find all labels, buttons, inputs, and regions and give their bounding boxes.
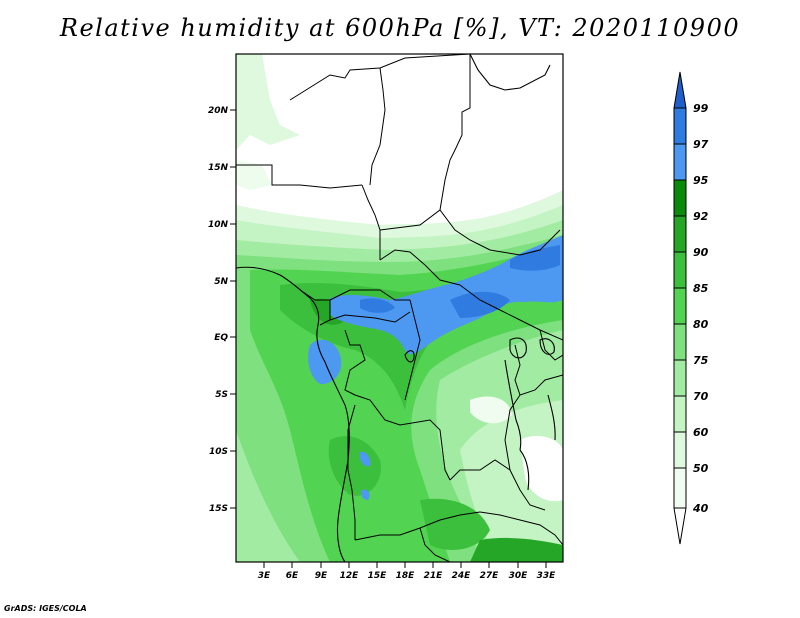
lon-label-18e: 18E	[396, 571, 416, 581]
colorbar-label: 95	[693, 174, 709, 187]
lon-label-24e: 24E	[452, 571, 472, 581]
coastline	[236, 54, 556, 562]
colorbar-label: 70	[693, 390, 709, 403]
colorbar-segment	[673, 359, 687, 397]
lon-label-3e: 3E	[258, 571, 271, 581]
colorbar-segment	[673, 179, 687, 217]
colorbar-label: 99	[693, 102, 709, 115]
lon-label-12e: 12E	[340, 571, 360, 581]
colorbar-segment	[673, 431, 687, 469]
colorbar-label: 40	[692, 502, 709, 515]
colorbar-label: 80	[693, 318, 709, 331]
colorbar: 99 97 95 92 90 85 80 75 70 60 50 40	[673, 71, 709, 545]
lon-label-27e: 27E	[480, 571, 500, 581]
lat-label-10s: 10S	[209, 447, 228, 457]
humidity-shading	[236, 54, 563, 562]
colorbar-segment	[673, 287, 687, 325]
lat-label-15s: 15S	[209, 504, 228, 514]
colorbar-label: 90	[693, 246, 709, 259]
lon-label-33e: 33E	[537, 571, 557, 581]
colorbar-label: 92	[693, 210, 709, 223]
colorbar-segment	[673, 323, 687, 361]
colorbar-segment	[673, 467, 687, 509]
lon-label-30e: 30E	[509, 571, 529, 581]
colorbar-segment	[673, 395, 687, 433]
lat-label-5n: 5N	[214, 277, 228, 287]
lon-label-21e: 21E	[424, 571, 444, 581]
colorbar-label: 60	[693, 426, 709, 439]
lat-label-5s: 5S	[215, 390, 228, 400]
lon-label-6e: 6E	[286, 571, 299, 581]
colorbar-segment	[673, 215, 687, 253]
colorbar-top-arrow	[673, 71, 687, 109]
map-frame	[235, 53, 564, 563]
country-boundaries	[236, 54, 563, 562]
lat-label-10n: 10N	[208, 220, 229, 230]
lat-label-20n: 20N	[208, 106, 229, 116]
credit-text: GrADS: IGES/COLA	[4, 604, 87, 613]
colorbar-label: 50	[693, 462, 709, 475]
lon-label-9e: 9E	[315, 571, 328, 581]
colorbar-label: 75	[693, 354, 709, 367]
map-title: Relative humidity at 600hPa [%], VT: 202…	[59, 14, 741, 42]
colorbar-segment	[673, 251, 687, 289]
colorbar-bottom-arrow	[673, 507, 687, 545]
colorbar-label: 97	[693, 138, 709, 151]
lat-label-eq: EQ	[214, 333, 228, 343]
colorbar-segment	[673, 107, 687, 145]
colorbar-label: 85	[693, 282, 709, 295]
lat-label-15n: 15N	[208, 163, 229, 173]
latitude-axis	[230, 109, 236, 509]
longitude-axis	[263, 562, 547, 568]
colorbar-segment	[673, 143, 687, 181]
lon-label-15e: 15E	[368, 571, 388, 581]
